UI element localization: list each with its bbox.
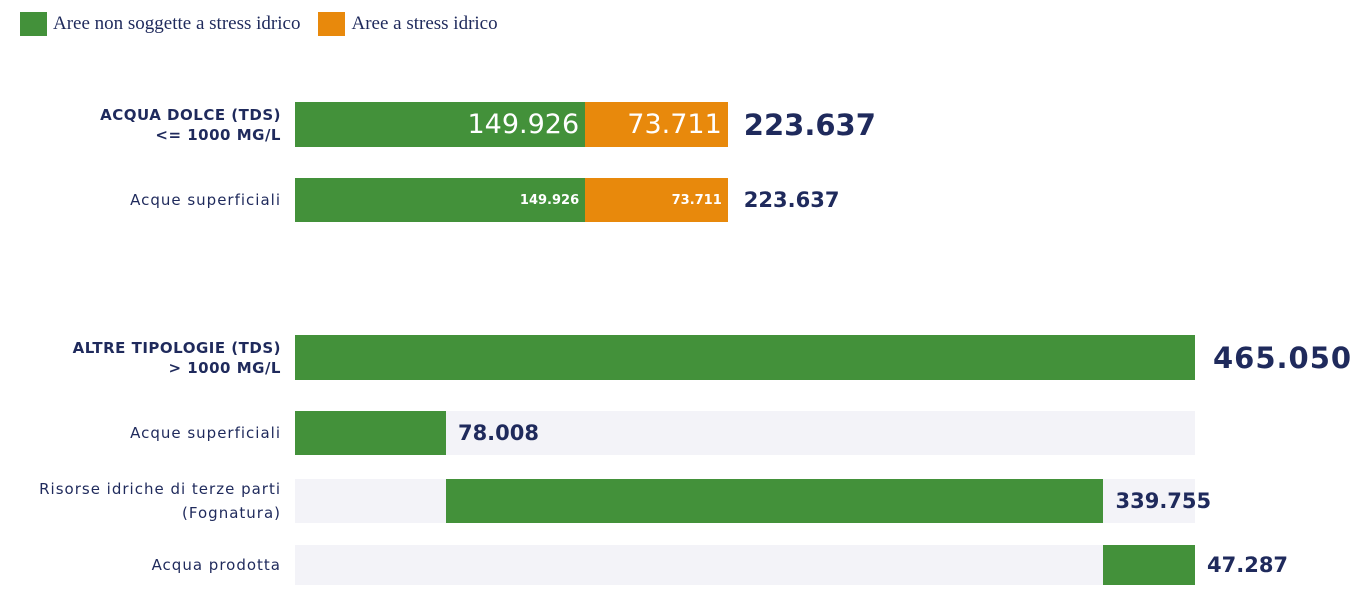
legend: Aree non soggette a stress idrico Aree a… — [20, 12, 516, 36]
category-label: ACQUA DOLCE (TDS) <= 1000 MG/L — [100, 105, 281, 144]
category-label: Acqua prodotta — [151, 556, 281, 574]
legend-label: Aree non soggette a stress idrico — [53, 13, 301, 34]
bar — [1103, 545, 1195, 585]
category-label: Risorse idriche di terze parti (Fognatur… — [39, 480, 281, 522]
bar-segment — [585, 102, 728, 147]
total-label: 223.637 — [743, 188, 840, 212]
legend-label: Aree a stress idrico — [351, 13, 498, 34]
bar-segment — [295, 102, 586, 147]
data-label: 73.711 — [627, 109, 722, 140]
total-label: 223.637 — [743, 107, 876, 142]
row-background — [295, 545, 1195, 585]
data-label: 149.926 — [467, 109, 580, 140]
total-label: 465.050 — [1213, 340, 1353, 375]
bar — [445, 479, 1104, 523]
bar-segment — [585, 178, 728, 222]
data-label: 78.008 — [457, 421, 539, 445]
bar-segment — [295, 178, 586, 222]
category-label: ALTRE TIPOLOGIE (TDS) > 1000 MG/L — [72, 338, 281, 377]
data-label: 149.926 — [519, 192, 580, 208]
data-label: 339.755 — [1115, 489, 1212, 513]
category-label: Acque superficiali — [130, 424, 281, 442]
category-label: Acque superficiali — [130, 191, 281, 209]
legend-swatch — [20, 12, 47, 36]
bar — [295, 411, 446, 455]
data-label: 73.711 — [671, 192, 722, 208]
legend-swatch — [318, 12, 346, 36]
bar — [295, 335, 1195, 380]
data-label: 47.287 — [1207, 553, 1289, 577]
